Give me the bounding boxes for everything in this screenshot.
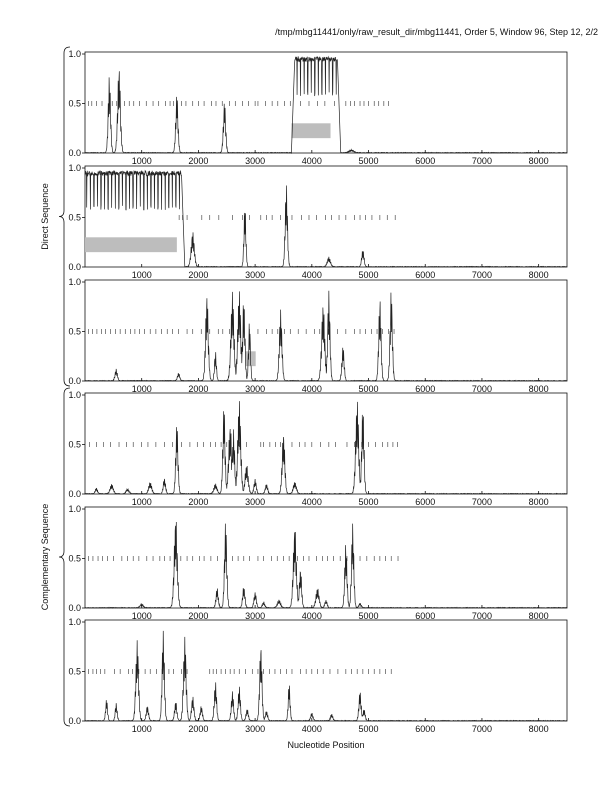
y-tick-label: 0.0	[68, 376, 81, 386]
x-tick-label: 6000	[415, 497, 435, 507]
x-tick-label: 7000	[472, 497, 492, 507]
x-tick-label: 1000	[132, 497, 152, 507]
x-tick-label: 5000	[359, 724, 379, 734]
x-tick-label: 6000	[415, 156, 435, 166]
x-tick-label: 7000	[472, 611, 492, 621]
x-tick-label: 3000	[245, 156, 265, 166]
y-tick-label: 0.5	[68, 327, 81, 337]
panel-3: 0.0 0.5 1.0 1000 2000 3000 4000 5000 6000 7000 800…	[68, 277, 568, 394]
x-tick-label: 7000	[472, 724, 492, 734]
panel-frame	[84, 506, 568, 609]
x-tick-label: 8000	[529, 611, 549, 621]
x-tick-label: 6000	[415, 270, 435, 280]
panel-2: 0.0 0.5 1.0 1000 2000 3000 4000 5000 6000 7000 800…	[68, 163, 568, 280]
x-tick-label: 4000	[302, 156, 322, 166]
panel-frame	[84, 51, 568, 154]
y-tick-label: 0.0	[68, 148, 81, 158]
x-tick-label: 4000	[302, 270, 322, 280]
panel-6: 0.0 0.5 1.0 1000 2000 3000 4000 5000 6000 7000 800…	[68, 617, 568, 734]
x-tick-label: 1000	[132, 156, 152, 166]
y-tick-label: 0.5	[68, 440, 81, 450]
panel-frame	[84, 165, 568, 268]
group-label: Complementary Sequence	[40, 504, 50, 611]
x-tick-label: 4000	[302, 497, 322, 507]
group-braces: Direct Sequence Complementary Sequence	[40, 46, 71, 727]
x-tick-label: 1000	[132, 384, 152, 394]
y-tick-label: 0.0	[68, 262, 81, 272]
x-tick-label: 8000	[529, 384, 549, 394]
x-tick-label: 4000	[302, 384, 322, 394]
panel-frame	[84, 392, 568, 495]
x-tick-label: 3000	[245, 497, 265, 507]
x-tick-label: 8000	[529, 156, 549, 166]
x-tick-label: 6000	[415, 724, 435, 734]
y-tick-label: 1.0	[68, 504, 81, 514]
x-tick-label: 8000	[529, 270, 549, 280]
x-tick-label: 2000	[188, 497, 208, 507]
panel-frame	[84, 619, 568, 722]
x-tick-label: 6000	[415, 611, 435, 621]
x-tick-label: 5000	[359, 384, 379, 394]
x-tick-label: 4000	[302, 724, 322, 734]
panel-5: 0.0 0.5 1.0 1000 2000 3000 4000 5000 6000 7000 800…	[68, 504, 568, 621]
x-tick-label: 1000	[132, 270, 152, 280]
y-tick-label: 1.0	[68, 277, 81, 287]
panel-4: 0.0 0.5 1.0 1000 2000 3000 4000 5000 6000 7000 800…	[68, 390, 568, 507]
x-tick-label: 3000	[245, 611, 265, 621]
x-tick-label: 3000	[245, 724, 265, 734]
x-tick-label: 5000	[359, 497, 379, 507]
x-tick-label: 1000	[132, 611, 152, 621]
y-tick-label: 0.0	[68, 489, 81, 499]
coding-region	[291, 123, 331, 139]
y-tick-label: 1.0	[68, 390, 81, 400]
x-tick-label: 1000	[132, 724, 152, 734]
x-tick-label: 2000	[188, 156, 208, 166]
probability-trace	[84, 401, 568, 495]
x-tick-label: 4000	[302, 611, 322, 621]
x-tick-label: 7000	[472, 156, 492, 166]
panels: 0.0 0.5 1.0 1000 2000 3000 4000 5000 6000 7000 800…	[68, 49, 568, 734]
x-tick-label: 7000	[472, 270, 492, 280]
y-tick-label: 1.0	[68, 163, 81, 173]
x-tick-label: 8000	[529, 497, 549, 507]
x-tick-label: 8000	[529, 724, 549, 734]
y-tick-label: 1.0	[68, 49, 81, 59]
panel-frame	[84, 279, 568, 382]
x-tick-label: 2000	[188, 270, 208, 280]
panel-1: 0.0 0.5 1.0 1000 2000 3000 4000 5000 6000 7000 800…	[68, 49, 568, 166]
y-tick-label: 0.0	[68, 603, 81, 613]
x-tick-label: 2000	[188, 611, 208, 621]
page-title: /tmp/mbg11441/only/raw_result_dir/mbg114…	[275, 27, 598, 37]
probability-trace	[84, 290, 568, 382]
x-tick-label: 2000	[188, 724, 208, 734]
probability-trace	[84, 630, 568, 722]
y-tick-label: 0.5	[68, 667, 81, 677]
x-tick-label: 7000	[472, 384, 492, 394]
x-tick-label: 3000	[245, 384, 265, 394]
coding-region	[85, 237, 177, 253]
y-tick-label: 0.5	[68, 99, 81, 109]
probability-trace	[84, 169, 568, 268]
group-brace	[58, 46, 71, 387]
probability-trace	[84, 522, 568, 609]
x-tick-label: 3000	[245, 270, 265, 280]
y-tick-label: 1.0	[68, 617, 81, 627]
group-label: Direct Sequence	[40, 183, 50, 250]
y-tick-label: 0.0	[68, 716, 81, 726]
x-tick-label: 5000	[359, 270, 379, 280]
x-tick-label: 2000	[188, 384, 208, 394]
x-tick-label: 5000	[359, 156, 379, 166]
x-tick-label: 6000	[415, 384, 435, 394]
y-tick-label: 0.5	[68, 554, 81, 564]
x-axis-title: Nucleotide Position	[287, 740, 364, 750]
x-tick-label: 5000	[359, 611, 379, 621]
group-brace	[58, 387, 71, 727]
probability-trace	[84, 55, 568, 155]
y-tick-label: 0.5	[68, 213, 81, 223]
